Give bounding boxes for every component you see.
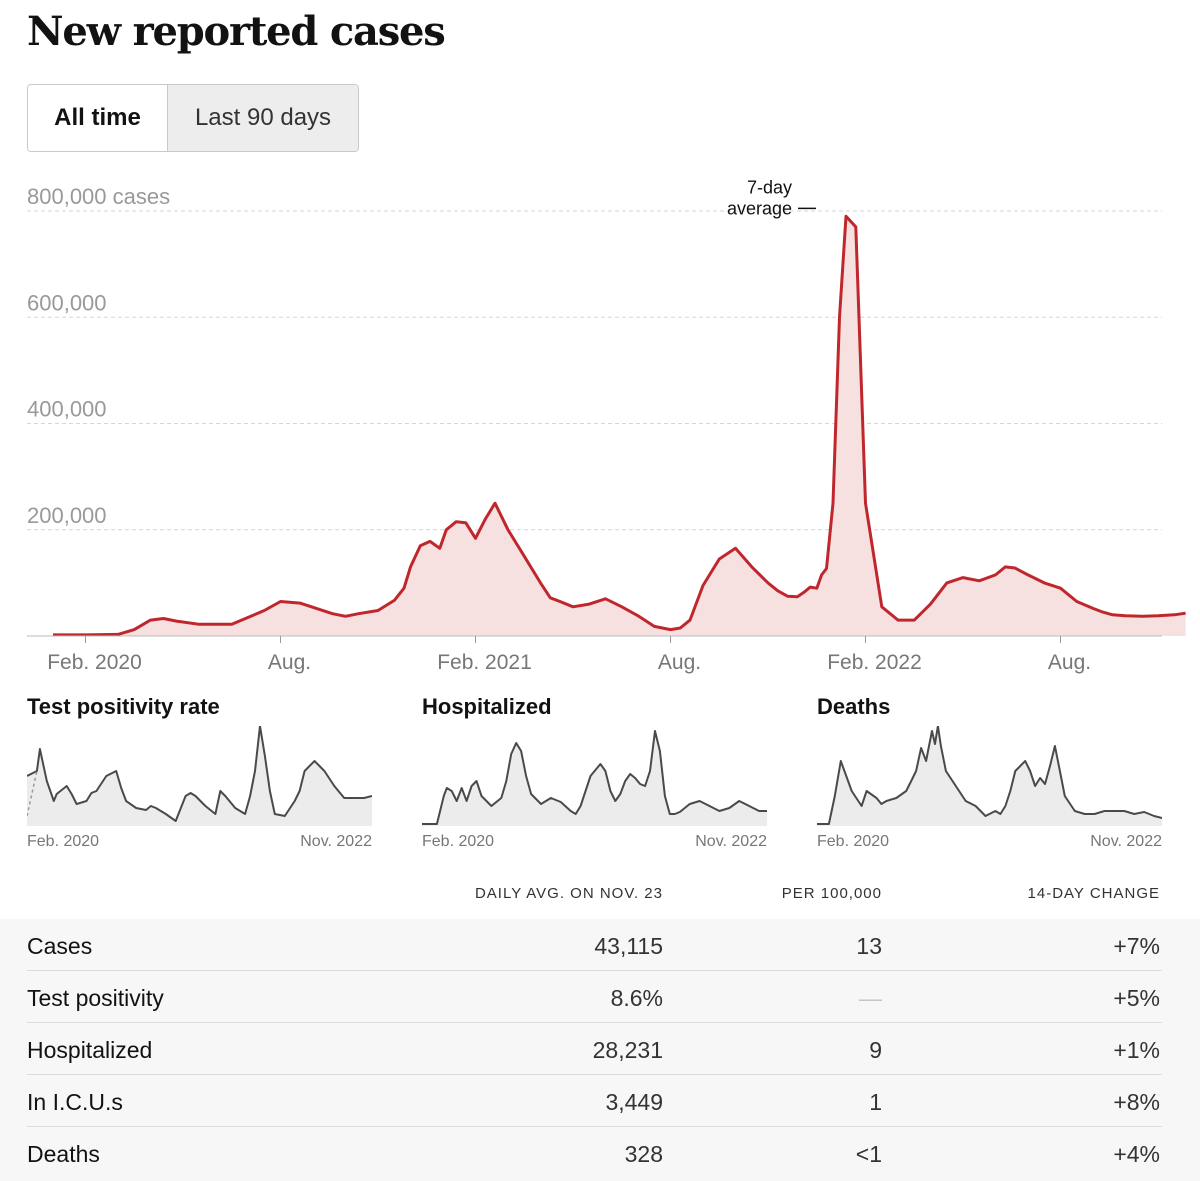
table-row: Test positivity 8.6% — +5% [0, 971, 1200, 1023]
row-label: Deaths [27, 1141, 100, 1167]
mini-axis-start: Feb. 2020 [27, 833, 100, 850]
daily-avg-value: 328 [624, 1141, 663, 1167]
row-label: In I.C.U.s [27, 1089, 123, 1115]
deaths-sparkline [817, 726, 1162, 826]
row-divider [27, 1022, 1162, 1023]
sparkline-fill [27, 726, 372, 826]
row-divider [27, 970, 1162, 971]
mini-chart-title: Hospitalized [422, 694, 552, 719]
row-divider [27, 1126, 1162, 1127]
daily-avg-value: 8.6% [610, 985, 663, 1011]
row-divider [27, 1074, 1162, 1075]
y-tick-label: 600,000 [27, 290, 107, 315]
table-row: Cases 43,115 13 +7% [0, 919, 1200, 971]
daily-avg-value: 43,115 [594, 933, 663, 959]
table-row: Hospitalized 28,231 9 +1% [0, 1023, 1200, 1075]
deaths-panel: Deaths Feb. 2020 Nov. 2022 [817, 690, 1162, 860]
per-100k-value: 9 [869, 1037, 882, 1063]
daily-avg-value: 28,231 [592, 1037, 663, 1063]
x-tick-label: Aug. [268, 651, 311, 674]
per-100k-value: 13 [856, 933, 882, 959]
per-100k-value: 1 [869, 1089, 882, 1115]
y-tick-label: 400,000 [27, 397, 107, 422]
x-tick-label: Feb. 2022 [827, 651, 922, 674]
hospitalized-panel: Hospitalized Feb. 2020 Nov. 2022 [422, 690, 767, 860]
table-row: Deaths 328 <1 +4% [0, 1127, 1200, 1179]
x-tick-label: Feb. 2020 [47, 651, 142, 674]
per-100k-value: — [859, 985, 882, 1011]
sparkline-line [27, 726, 372, 822]
annotation-label-line2: average [727, 198, 792, 218]
change-value: +1% [1113, 1037, 1160, 1063]
mini-axis-end: Nov. 2022 [1090, 833, 1162, 850]
mini-axis-end: Nov. 2022 [300, 833, 372, 850]
row-label: Hospitalized [27, 1037, 153, 1063]
test-positivity-panel: Test positivity rate Feb. 2020 Nov. 2022 [27, 690, 372, 860]
mini-chart-title: Test positivity rate [27, 694, 220, 719]
x-tick-label: Feb. 2021 [437, 651, 532, 674]
sparkline-fill [422, 731, 767, 826]
all-time-button[interactable]: All time [28, 85, 167, 151]
hospitalized-sparkline [422, 730, 767, 826]
row-label: Cases [27, 933, 93, 959]
sparkline-fill [817, 726, 1162, 826]
annotation-label-line1: 7-day [747, 177, 792, 197]
y-tick-label: 800,000 cases [27, 184, 170, 209]
cases-area-fill [53, 216, 1186, 637]
sparkline-line [817, 726, 1162, 825]
header-per-100k: PER 100,000 [781, 885, 882, 902]
table-row: In I.C.U.s 3,449 1 +8% [0, 1075, 1200, 1127]
mini-axis-start: Feb. 2020 [817, 833, 890, 850]
last-90-days-button[interactable]: Last 90 days [167, 85, 358, 151]
change-value: +4% [1113, 1141, 1160, 1167]
test-positivity-sparkline [27, 726, 372, 826]
per-100k-value: <1 [855, 1141, 882, 1167]
row-label: Test positivity [27, 985, 164, 1011]
sparkline-line [422, 730, 767, 825]
page-title: New reported cases [27, 8, 446, 55]
y-tick-label: 200,000 [27, 503, 107, 528]
stats-table: Cases 43,115 13 +7% Test positivity 8.6%… [0, 919, 1200, 1181]
change-value: +7% [1113, 933, 1160, 959]
mini-axis-end: Nov. 2022 [695, 833, 767, 850]
header-daily-avg: DAILY AVG. ON NOV. 23 [474, 885, 663, 902]
daily-avg-value: 3,449 [605, 1089, 663, 1115]
header-14-day-change: 14-DAY CHANGE [1027, 885, 1160, 902]
x-tick-label: Aug. [658, 651, 701, 674]
x-tick-label: Aug. [1048, 651, 1091, 674]
sparkline-dashed-start [27, 770, 38, 817]
change-value: +5% [1113, 985, 1160, 1011]
cases-line [53, 214, 1186, 637]
mini-axis-start: Feb. 2020 [422, 833, 495, 850]
time-range-toggle: All time Last 90 days [27, 84, 359, 152]
cases-area-chart: 200,000 400,000 600,000 800,000 cases Feb. 2… [27, 177, 1186, 674]
change-value: +8% [1113, 1089, 1160, 1115]
mini-chart-title: Deaths [817, 694, 891, 719]
